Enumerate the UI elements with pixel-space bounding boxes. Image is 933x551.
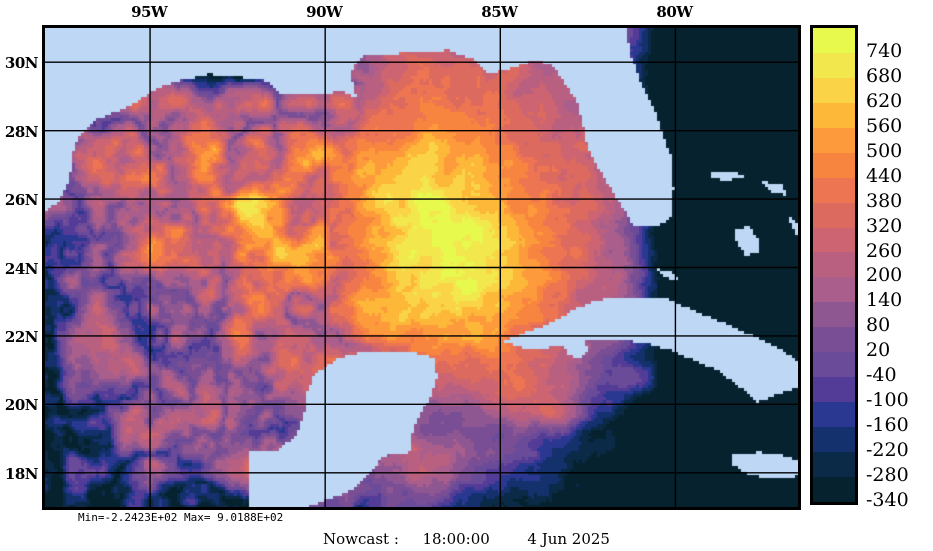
map-plot-area[interactable]: [42, 25, 801, 510]
colorbar-band: [813, 28, 855, 53]
nowcast-time: 18:00:00: [422, 530, 490, 548]
colorbar-band: [813, 302, 855, 328]
colorbar-label: 140: [866, 289, 903, 312]
colorbar-tick-labels: 740 680 620 560 500 440 380 320 260 200 140 80 20 -40…: [866, 25, 932, 511]
colorbar-band: [813, 227, 855, 253]
colorbar-band: [813, 352, 855, 378]
colorbar-band: [813, 427, 855, 452]
colorbar-band: [813, 127, 855, 153]
contour-fill-field: [45, 28, 798, 507]
colorbar-label: 680: [866, 64, 903, 87]
colorbar-band: [813, 402, 855, 427]
lon-tick-85w: 85W: [481, 3, 518, 21]
colorbar-label: 260: [866, 239, 903, 262]
lat-tick-22n: 22N: [4, 327, 39, 346]
colorbar-band: [813, 377, 855, 403]
map-field-clip: [45, 28, 798, 507]
colorbar-label: 500: [866, 139, 903, 162]
lat-tick-28n: 28N: [4, 122, 39, 141]
colorbar-band: [813, 52, 855, 78]
colorbar-band: [813, 77, 855, 103]
lon-tick-80w: 80W: [656, 3, 693, 21]
colorbar-label: 620: [866, 89, 903, 112]
colorbar-label: -160: [866, 414, 909, 437]
minmax-annotation: Min=-2.2423E+02 Max= 9.0188E+02: [78, 511, 284, 524]
lat-tick-26n: 26N: [4, 191, 39, 210]
colorbar-label: 320: [866, 214, 903, 237]
lat-tick-30n: 30N: [4, 54, 39, 73]
colorbar-label: 560: [866, 114, 903, 137]
colorbar-band: [813, 202, 855, 228]
colorbar-label: -340: [866, 489, 909, 511]
colorbar-band: [813, 102, 855, 128]
colorbar[interactable]: [810, 25, 858, 505]
nowcast-label: Nowcast :: [323, 530, 399, 548]
lat-tick-24n: 24N: [4, 259, 39, 278]
colorbar-label: 200: [866, 264, 903, 287]
colorbar-band: [813, 451, 855, 477]
colorbar-label: -280: [866, 464, 909, 487]
colorbar-band: [813, 152, 855, 178]
lat-tick-18n: 18N: [4, 464, 39, 483]
colorbar-label: 20: [866, 339, 891, 362]
colorbar-band: [813, 252, 855, 278]
lon-tick-95w: 95W: [131, 3, 168, 21]
colorbar-label: 80: [866, 314, 891, 337]
nowcast-date: 4 Jun 2025: [527, 530, 610, 548]
colorbar-label: 740: [866, 39, 903, 62]
colorbar-label: -100: [866, 389, 909, 412]
colorbar-band: [813, 327, 855, 353]
colorbar-band: [813, 277, 855, 303]
lat-tick-20n: 20N: [4, 396, 39, 415]
nowcast-annotation: Nowcast : 18:00:00 4 Jun 2025: [0, 530, 933, 548]
colorbar-band: [813, 177, 855, 203]
colorbar-label: 380: [866, 189, 903, 212]
colorbar-band: [813, 476, 855, 502]
colorbar-label: -220: [866, 439, 909, 462]
colorbar-label: -40: [866, 364, 897, 387]
colorbar-label: 440: [866, 164, 903, 187]
lon-tick-90w: 90W: [306, 3, 343, 21]
